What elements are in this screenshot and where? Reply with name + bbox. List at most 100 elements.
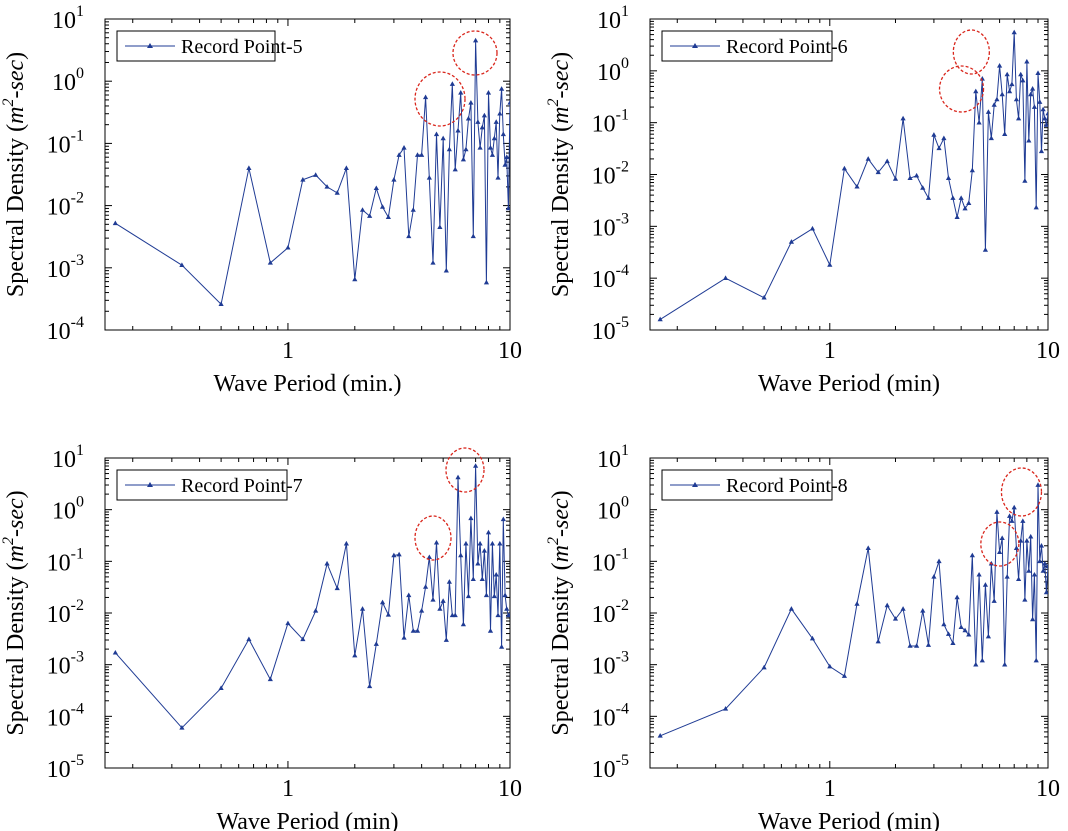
y-tick-label: 10-2 xyxy=(592,597,629,628)
data-point xyxy=(994,509,1000,514)
data-point xyxy=(493,571,499,577)
data-point xyxy=(406,233,412,239)
data-point xyxy=(973,661,979,667)
y-axis-label-text: Spectral Density ( xyxy=(3,124,29,297)
series-group xyxy=(112,463,510,730)
data-point xyxy=(925,195,932,200)
data-point xyxy=(1029,616,1036,622)
y-tick-label-base: 10 xyxy=(592,267,616,293)
data-point xyxy=(334,585,340,591)
data-point xyxy=(470,576,476,582)
data-point xyxy=(985,109,992,114)
data-point xyxy=(875,169,881,175)
data-point xyxy=(854,601,860,606)
data-point xyxy=(500,131,506,137)
y-tick-label-base: 10 xyxy=(592,319,616,345)
data-point xyxy=(1004,574,1010,579)
data-point xyxy=(414,152,421,157)
y-tick-label-exponent: -4 xyxy=(71,314,84,331)
y-tick-label-base: 10 xyxy=(52,447,76,473)
x-tick-label: 1 xyxy=(824,338,836,364)
data-point xyxy=(761,294,767,300)
data-point xyxy=(433,539,440,545)
data-point xyxy=(396,551,402,557)
data-point xyxy=(1024,58,1030,64)
data-point xyxy=(313,172,319,177)
data-point xyxy=(460,156,466,162)
data-point xyxy=(452,612,458,618)
data-point xyxy=(1004,71,1010,77)
data-point xyxy=(1037,99,1043,104)
data-point xyxy=(419,152,425,157)
data-point xyxy=(502,162,508,167)
data-point xyxy=(999,535,1005,541)
data-point xyxy=(966,631,972,637)
data-point xyxy=(465,593,472,599)
plot-frame xyxy=(649,457,1049,769)
data-point xyxy=(950,640,956,646)
data-point xyxy=(1028,91,1034,97)
data-point xyxy=(468,515,474,521)
data-point xyxy=(1009,81,1015,87)
y-axis-label: Spectral Density (m2-sec) xyxy=(0,52,29,297)
data-point xyxy=(954,594,960,600)
data-point xyxy=(373,641,379,646)
y-tick-label-base: 10 xyxy=(592,757,616,783)
y-tick-label-exponent: 0 xyxy=(621,494,629,511)
data-point xyxy=(504,154,510,159)
y-tick-label-exponent: 0 xyxy=(76,65,84,82)
legend: Record Point-5 xyxy=(116,30,303,62)
highlight-circle xyxy=(938,65,985,113)
legend-swatch-marker xyxy=(692,43,698,48)
data-point xyxy=(962,205,968,211)
data-point xyxy=(455,474,461,480)
data-point xyxy=(396,152,402,157)
y-tick-label: 10-4 xyxy=(47,700,84,731)
data-point xyxy=(884,158,890,164)
highlight-circle xyxy=(980,521,1020,567)
y-tick-label: 100 xyxy=(597,494,629,525)
data-point xyxy=(433,131,440,137)
y-tick-label: 10-1 xyxy=(592,107,629,138)
plot-frame xyxy=(104,457,511,769)
y-tick-label-exponent: -3 xyxy=(616,210,629,227)
data-point xyxy=(391,176,397,182)
data-point xyxy=(982,582,989,587)
data-point xyxy=(446,579,452,584)
y-tick-label-exponent: 1 xyxy=(76,442,84,459)
y-axis-label-unit: m xyxy=(548,107,574,124)
y-axis-label-unit: -sec xyxy=(548,498,574,537)
y-tick-label-exponent: -2 xyxy=(616,597,629,614)
data-point xyxy=(479,576,485,582)
data-point xyxy=(324,184,330,189)
data-point xyxy=(485,529,492,535)
y-tick-label-exponent: -3 xyxy=(616,649,629,666)
data-point xyxy=(419,608,425,613)
legend-label: Record Point-7 xyxy=(181,475,303,497)
y-tick-label: 100 xyxy=(597,55,629,86)
data-point xyxy=(499,86,505,91)
x-tick-label: 10 xyxy=(498,776,522,802)
data-point xyxy=(401,635,407,640)
data-point xyxy=(958,195,964,200)
y-tick-label-exponent: -5 xyxy=(616,752,629,769)
data-point xyxy=(481,547,487,553)
legend: Record Point-8 xyxy=(661,469,848,501)
data-point xyxy=(440,598,446,603)
data-point xyxy=(300,636,306,642)
data-point xyxy=(446,146,452,152)
data-point xyxy=(430,597,436,602)
data-point xyxy=(1035,482,1041,487)
data-point xyxy=(267,260,273,265)
data-point xyxy=(491,135,497,141)
data-point xyxy=(470,233,476,239)
data-point xyxy=(966,200,972,205)
y-axis-label: Spectral Density (m2-sec) xyxy=(545,52,574,297)
data-point xyxy=(1016,115,1022,121)
y-tick-label: 101 xyxy=(52,3,84,34)
data-point xyxy=(1045,563,1048,569)
data-point xyxy=(426,554,432,560)
data-point xyxy=(359,207,366,212)
y-tick-label-exponent: -5 xyxy=(71,752,84,769)
